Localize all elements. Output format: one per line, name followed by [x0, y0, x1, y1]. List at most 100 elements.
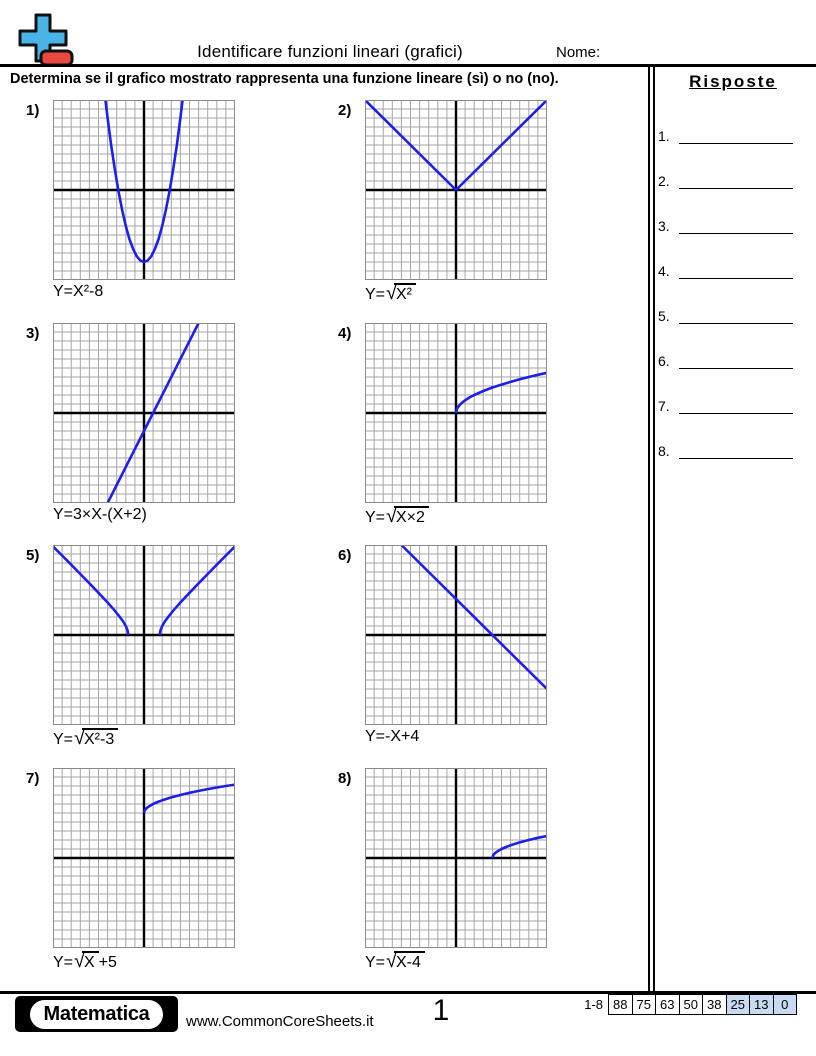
- graph-6: [365, 545, 547, 725]
- equation-label: Y= √ X-4: [365, 951, 425, 972]
- answer-number: 1.: [658, 128, 670, 144]
- answer-number: 2.: [658, 173, 670, 189]
- equation-text: Y=: [365, 509, 386, 526]
- equation-label: Y=3×X-(X+2): [53, 506, 147, 524]
- name-label: Nome:: [556, 44, 601, 61]
- answer-row-5: 5.: [658, 304, 793, 324]
- answer-blank-1[interactable]: [679, 127, 793, 144]
- axes: [365, 768, 547, 948]
- equation-label: Y= √ X²-3: [53, 727, 119, 749]
- graph-2: [365, 100, 547, 280]
- graph-7: [53, 768, 235, 948]
- equation-text: Y=X²-8: [53, 283, 104, 300]
- header-rule: [0, 64, 816, 67]
- problem-number: 3): [26, 325, 40, 342]
- curve-2: [158, 545, 235, 636]
- radical-sign-icon: √: [386, 282, 397, 304]
- answer-row-6: 6.: [658, 349, 793, 369]
- graph-border: [365, 100, 547, 280]
- radical: √ X: [74, 951, 99, 972]
- axes: [365, 545, 547, 725]
- radical-sign-icon: √: [386, 950, 397, 972]
- page-title: Identificare funzioni lineari (grafici): [197, 42, 463, 61]
- answer-row-7: 7.: [658, 394, 793, 414]
- graph-1: [53, 100, 235, 280]
- answer-blank-3[interactable]: [679, 217, 793, 234]
- curve-1: [400, 545, 547, 690]
- footer-rule: [0, 991, 816, 994]
- answer-blank-8[interactable]: [679, 442, 793, 459]
- curve-1: [454, 371, 547, 414]
- answer-blank-6[interactable]: [679, 352, 793, 369]
- answer-row-4: 4.: [658, 259, 793, 279]
- problem-number: 7): [26, 770, 40, 787]
- curve-1: [365, 100, 547, 192]
- curve-1: [106, 323, 200, 503]
- answer-number: 7.: [658, 398, 670, 414]
- score-cell-50: 50: [678, 994, 703, 1015]
- score-range-label: 1-8: [584, 997, 603, 1012]
- problem-number: 6): [338, 547, 352, 564]
- graph-border: [365, 323, 547, 503]
- instruction-text: Determina se il grafico mostrato rappres…: [10, 71, 559, 87]
- radical-sign-icon: √: [74, 727, 85, 749]
- answer-row-3: 3.: [658, 214, 793, 234]
- equation-text: Y=: [365, 286, 386, 303]
- equation-label: Y= √ X×2: [365, 506, 429, 527]
- equation-label: Y= √ X²: [365, 283, 416, 304]
- axes: [53, 768, 235, 948]
- answer-row-2: 2.: [658, 169, 793, 189]
- radicand: X×2: [394, 506, 429, 527]
- graph-border: [53, 768, 235, 948]
- curve-1: [53, 545, 130, 636]
- graph-border: [53, 100, 235, 280]
- radicand: X: [82, 951, 99, 972]
- graph-border: [365, 545, 547, 725]
- answer-number: 4.: [658, 263, 670, 279]
- answers-title: Risposte: [689, 72, 777, 91]
- score-table: 88 75 63 50 38 25 13 0: [608, 994, 797, 1015]
- equation-text: Y=: [53, 731, 74, 748]
- answer-blank-4[interactable]: [679, 262, 793, 279]
- answer-number: 6.: [658, 353, 670, 369]
- page-number: 1: [432, 994, 450, 1027]
- score-cell-0: 0: [772, 994, 797, 1015]
- curve-1: [104, 100, 184, 264]
- answer-row-1: 1.: [658, 124, 793, 144]
- score-cell-88: 88: [608, 994, 633, 1015]
- answer-blank-7[interactable]: [679, 397, 793, 414]
- problem-number: 1): [26, 102, 40, 119]
- equation-label: Y= √ X +5: [53, 951, 117, 972]
- radical: √ X×2: [386, 506, 429, 527]
- answer-number: 3.: [658, 218, 670, 234]
- minus-icon: [39, 49, 74, 67]
- equation-text: +5: [98, 954, 117, 971]
- curve-1: [491, 834, 547, 859]
- problem-number: 5): [26, 547, 40, 564]
- score-cell-75: 75: [631, 994, 656, 1015]
- problem-number: 2): [338, 102, 352, 119]
- answer-blank-5[interactable]: [679, 307, 793, 324]
- answer-number: 5.: [658, 308, 670, 324]
- score-cell-13: 13: [749, 994, 774, 1015]
- site-url[interactable]: www.CommonCoreSheets.it: [186, 1013, 374, 1030]
- equation-label: Y=-X+4: [365, 728, 419, 746]
- graph-5: [53, 545, 235, 725]
- brand-badge: Matematica: [15, 996, 178, 1032]
- radicand: X²-3: [82, 728, 119, 749]
- graph-border: [365, 768, 547, 948]
- graph-3: [53, 323, 235, 503]
- answer-number: 8.: [658, 443, 670, 459]
- graph-border: [53, 545, 235, 725]
- radicand: X-4: [394, 951, 425, 972]
- axes: [53, 545, 235, 725]
- radical: √ X²: [386, 283, 416, 304]
- graph-8: [365, 768, 547, 948]
- plus-minus-logo-icon: [18, 13, 74, 67]
- radical-sign-icon: √: [74, 950, 85, 972]
- graph-border: [53, 323, 235, 503]
- answer-row-8: 8.: [658, 439, 793, 459]
- equation-text: Y=3×X-(X+2): [53, 506, 147, 523]
- answer-blank-2[interactable]: [679, 172, 793, 189]
- equation-text: Y=-X+4: [365, 728, 420, 745]
